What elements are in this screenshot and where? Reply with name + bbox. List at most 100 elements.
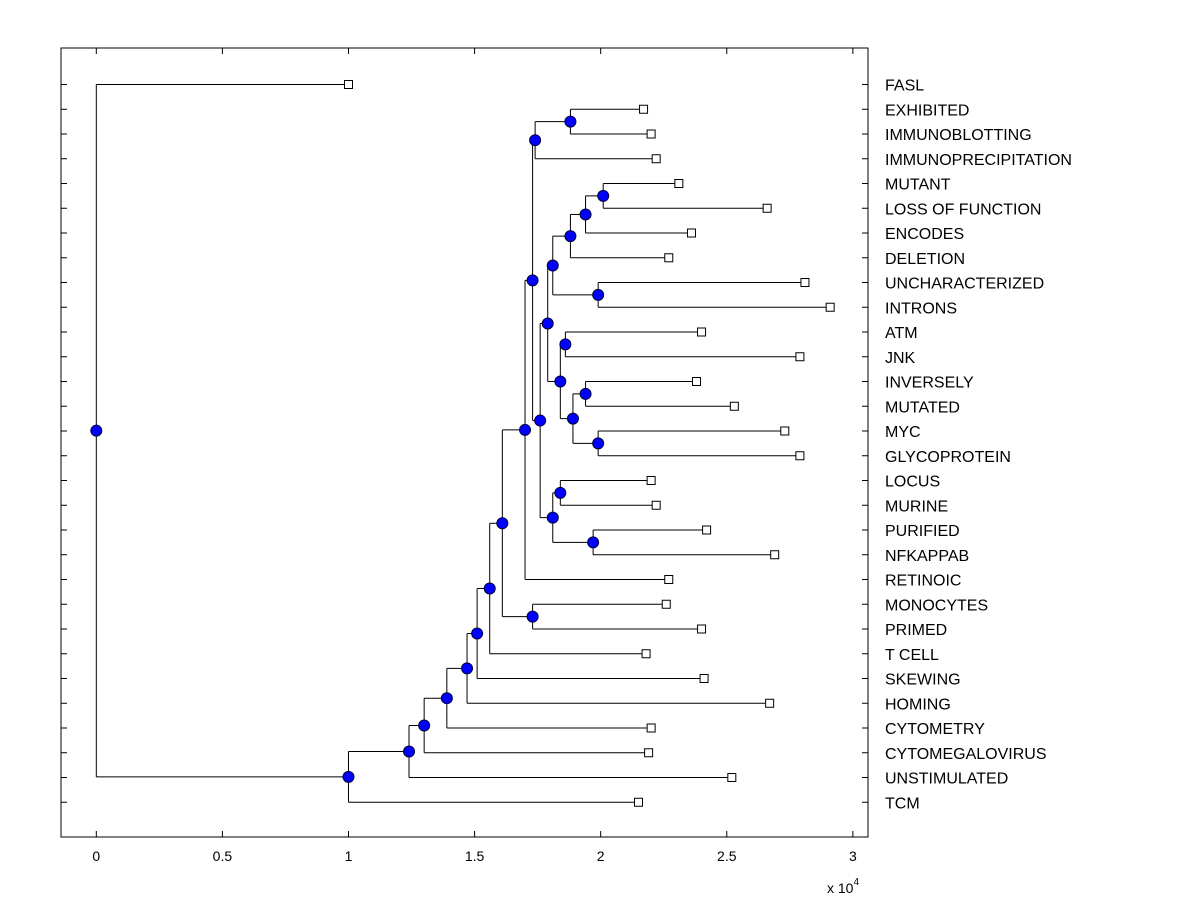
leaf-label: NFKAPPAB (885, 548, 969, 565)
leaf-label: IMMUNOPRECIPITATION (885, 152, 1072, 169)
leaf-label: RETINOIC (885, 573, 961, 590)
leaf-marker (697, 327, 707, 337)
leaf-label: ENCODES (885, 226, 964, 243)
leaf-marker (651, 154, 661, 164)
leaf-label: LOSS OF FUNCTION (885, 201, 1041, 218)
x-tick-label: 0 (92, 848, 100, 864)
leaf-label: CYTOMEGALOVIRUS (885, 746, 1047, 763)
leaf-marker (639, 104, 649, 114)
node-marker (592, 288, 605, 301)
leaf-label: EXHIBITED (885, 102, 969, 119)
leaf-labels: FASL EXHIBITED IMMUNOBLOTTING IMMUNOPRECIPI… (885, 78, 1072, 813)
node-marker (403, 745, 416, 758)
leaf-marker (651, 500, 661, 510)
leaf-marker (686, 228, 696, 238)
leaf-marker (765, 698, 775, 708)
leaf-label: MYC (885, 424, 921, 441)
node-marker (546, 259, 559, 272)
leaf-label: HOMING (885, 696, 951, 713)
node-marker (529, 134, 542, 147)
leaf-label: INVERSELY (885, 375, 974, 392)
node-marker (554, 375, 567, 388)
leaf-marker (727, 773, 737, 782)
leaf-label: MUTANT (885, 177, 951, 194)
leaf-label: MONOCYTES (885, 597, 988, 614)
leaf-marker (646, 476, 656, 485)
leaf-marker (646, 723, 656, 733)
node-marker (461, 662, 474, 675)
leaf-marker (825, 302, 835, 312)
leaf-label: IMMUNOBLOTTING (885, 127, 1032, 144)
leaf-label: PURIFIED (885, 523, 960, 540)
node-marker (534, 414, 547, 427)
leaf-label: UNSTIMULATED (885, 771, 1008, 788)
x-tick-label: 2 (597, 848, 605, 864)
leaf-marker (644, 748, 654, 758)
leaf-marker (795, 352, 805, 362)
x-tick-label: 1 (345, 848, 353, 864)
leaf-marker (729, 401, 739, 411)
x-tick-label: 0.5 (213, 848, 233, 864)
leaf-label: CYTOMETRY (885, 721, 985, 738)
leaf-marker (697, 624, 707, 634)
x-tick-label: 3 (849, 848, 857, 864)
node-marker (566, 412, 579, 425)
node-marker (559, 338, 572, 351)
leaf-marker (780, 426, 790, 436)
leaf-markers (343, 80, 835, 807)
leaf-label: MURINE (885, 498, 948, 515)
node-markers (90, 115, 610, 783)
x-tick-label: 1.5 (465, 848, 485, 864)
node-marker (592, 437, 605, 450)
leaf-marker (664, 253, 674, 263)
leaf-label: LOCUS (885, 474, 940, 491)
node-marker (526, 274, 539, 287)
leaf-marker (770, 550, 780, 560)
leaf-marker (699, 674, 709, 683)
leaf-label: INTRONS (885, 300, 957, 317)
node-marker (342, 770, 355, 783)
node-marker (564, 115, 577, 128)
leaf-marker (762, 203, 772, 213)
leaf-label: ATM (885, 325, 918, 342)
x-axis-ticks: 0 0.5 1 1.5 2 2.5 3 (92, 48, 857, 864)
node-marker (546, 511, 559, 524)
leaf-label: PRIMED (885, 622, 947, 639)
node-marker (564, 230, 577, 243)
node-marker (526, 610, 539, 623)
leaf-marker (664, 575, 674, 584)
node-marker (90, 424, 103, 437)
leaf-marker (795, 451, 805, 461)
leaf-label: UNCHARACTERIZED (885, 276, 1044, 293)
leaf-marker (800, 278, 810, 287)
leaf-label: DELETION (885, 251, 965, 268)
node-marker (440, 692, 453, 705)
leaf-label: MUTATED (885, 399, 960, 416)
plot-area-frame (60, 47, 869, 838)
leaf-label: T CELL (885, 647, 939, 664)
y-axis-ticks (61, 84, 868, 803)
x-axis-multiplier-exponent: 4 (853, 877, 859, 888)
leaf-marker (702, 525, 712, 535)
leaf-marker (646, 129, 656, 139)
node-marker (587, 536, 600, 549)
node-marker (579, 208, 592, 221)
node-marker (496, 517, 509, 530)
leaf-label: SKEWING (885, 672, 961, 689)
leaf-marker (661, 599, 671, 609)
node-marker (541, 317, 554, 330)
x-axis-multiplier-base: x 10 (827, 880, 854, 896)
x-axis-multiplier: x 104 (827, 877, 859, 896)
node-marker (519, 423, 532, 436)
leaf-label: GLYCOPROTEIN (885, 449, 1011, 466)
node-marker (554, 486, 567, 499)
node-marker (471, 627, 484, 640)
leaf-label: FASL (885, 78, 924, 95)
leaf-marker (343, 80, 353, 89)
node-marker (579, 387, 592, 400)
leaf-marker (692, 377, 702, 386)
node-marker (418, 719, 431, 732)
leaf-marker (641, 649, 651, 659)
leaf-label: TCM (885, 795, 920, 812)
